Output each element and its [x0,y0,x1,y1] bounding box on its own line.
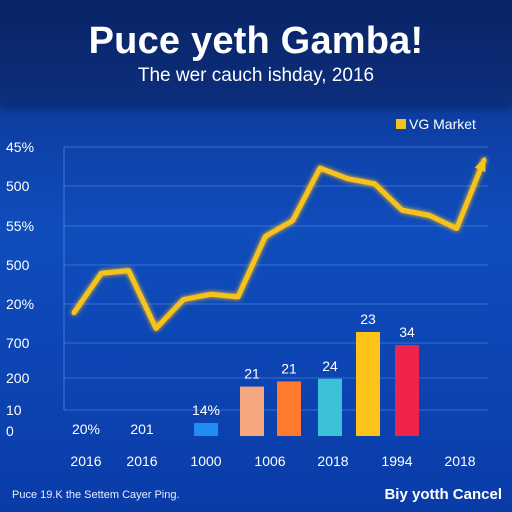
grid-lines [63,146,488,411]
bar-value-labels: 20% 201 14% 21 21 24 23 34 [72,311,415,437]
x-tick-label: 2018 [317,453,348,469]
legend-swatch [396,119,406,129]
footer-brand: Biy yotth Cancel [384,486,502,503]
bar-value-label: 24 [322,358,338,374]
chart-subtitle: The wer cauch ishday, 2016 [137,65,375,86]
bar-value-label: 20% [72,421,100,437]
bar-value-label: 14% [192,402,220,418]
bar [240,386,264,436]
y-tick-label: 45% [6,139,34,155]
legend-label: VG Market [409,116,476,132]
line-path [71,157,487,331]
y-tick-label: 500 [6,257,30,273]
chart-title: Puce yeth Gamba! [88,20,424,62]
bar [395,345,419,436]
x-axis-tick-labels: 2016 2016 1000 1006 2018 1994 2018 [70,453,475,469]
x-tick-label: 2016 [70,453,101,469]
bar [356,332,380,436]
y-tick-label: 200 [6,370,30,386]
x-tick-label: 1006 [254,453,285,469]
bar-series [194,332,419,436]
x-tick-label: 1994 [381,453,412,469]
y-tick-label: 55% [6,218,34,234]
bar-value-label: 201 [130,421,154,437]
chart-header: Puce yeth Gamba! The wer cauch ishday, 2… [0,0,512,103]
y-tick-label: 0 [6,423,14,439]
y-axis-tick-labels: 45% 500 55% 500 20% 700 200 10 0 [6,139,34,439]
legend: VG Market [396,116,476,132]
x-tick-label: 1000 [190,453,221,469]
line-arrow-head [474,156,486,173]
bar-value-label: 21 [281,360,297,376]
line-series [71,156,487,331]
y-tick-label: 10 [6,402,22,418]
bar-value-label: 21 [244,366,260,382]
x-tick-label: 2018 [444,453,475,469]
y-tick-label: 20% [6,296,34,312]
bar [277,381,301,436]
y-tick-label: 700 [6,335,30,351]
footer-note: Puce 19.K the Settem Cayer Ping. [12,489,180,501]
y-tick-label: 500 [6,178,30,194]
x-tick-label: 2016 [126,453,157,469]
bar [194,423,218,436]
bar-value-label: 23 [360,311,376,327]
bar [318,378,342,436]
bar-value-label: 34 [399,324,415,340]
